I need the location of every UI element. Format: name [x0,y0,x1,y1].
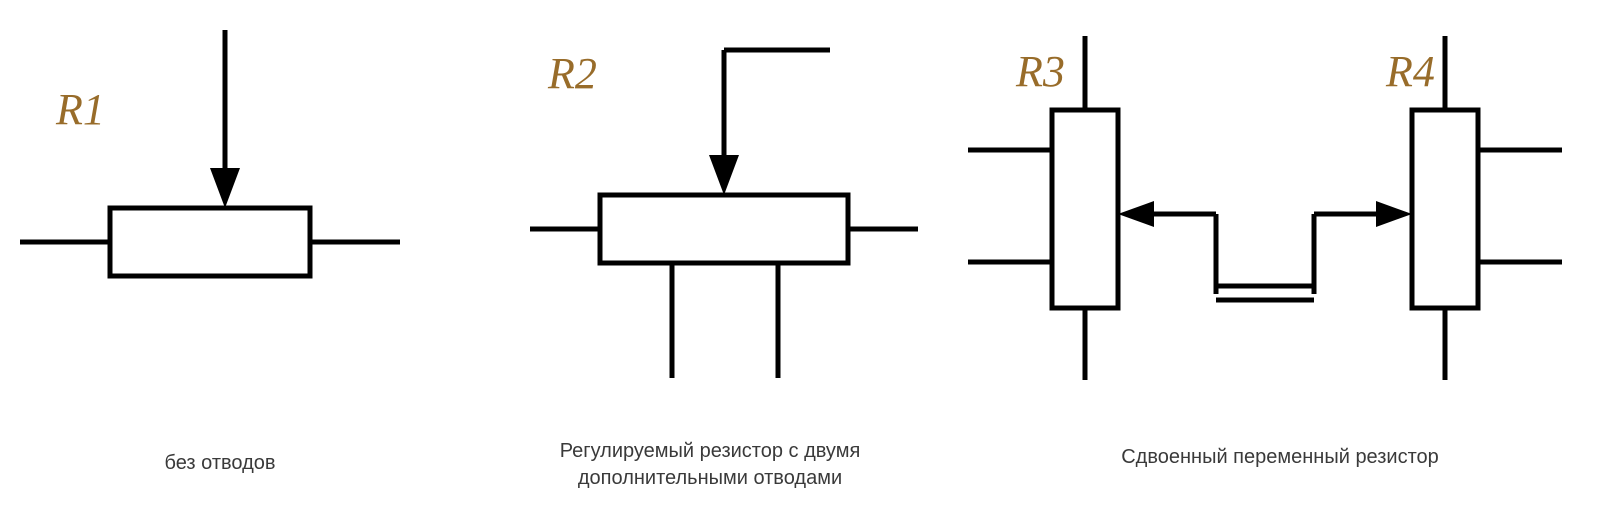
ref-r3: R3 [1016,46,1065,97]
caption-3: Сдвоенный переменный резистор [1000,444,1560,471]
caption-2: Регулируемый резистор с двумя дополнител… [480,438,940,492]
ref-r2: R2 [548,48,597,99]
caption-1: без отводов [0,450,440,477]
diagram-container: R1 R2 R3 R4 без отводов Регулируемый рез… [0,0,1611,524]
ref-r1: R1 [56,84,105,135]
ref-r4: R4 [1386,46,1435,97]
